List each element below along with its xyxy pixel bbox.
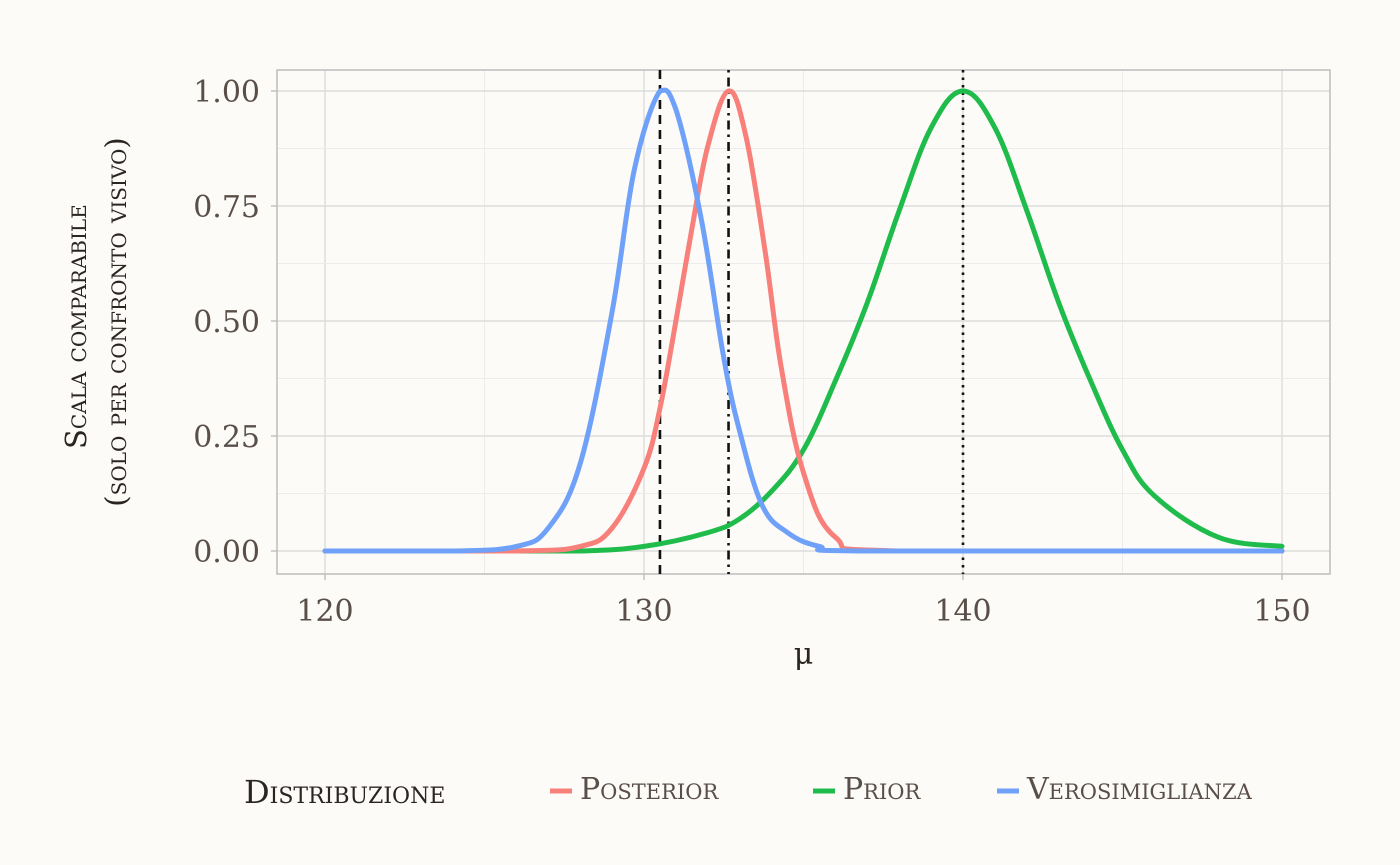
y-tick-label: 0.75 bbox=[193, 190, 260, 225]
tick-labels: 120 130 140 150 0.00 0.25 0.50 0.75 1.00 bbox=[193, 75, 1310, 629]
y-tick-label: 0.00 bbox=[193, 535, 260, 570]
legend-items: Posterior Prior Verosimiglianza bbox=[550, 772, 1253, 807]
series-line-verosimiglianza bbox=[322, 87, 1285, 554]
x-tick-label: 120 bbox=[296, 594, 353, 629]
y-axis-title-line-2: (solo per confronto visivo) bbox=[99, 137, 133, 506]
y-tick-label: 1.00 bbox=[193, 75, 260, 110]
legend-title: Distribuzione bbox=[244, 773, 445, 811]
series-line-prior bbox=[322, 88, 1285, 554]
x-tick-label: 130 bbox=[615, 594, 672, 629]
series-lines bbox=[322, 87, 1285, 554]
y-tick-label: 0.50 bbox=[193, 305, 260, 340]
legend-label-posterior: Posterior bbox=[580, 772, 719, 807]
x-axis-title: μ bbox=[794, 637, 814, 672]
y-tick-label: 0.25 bbox=[193, 420, 260, 455]
panel-border bbox=[276, 69, 1331, 575]
legend: Distribuzione Posterior Prior Verosimiglia… bbox=[244, 772, 1253, 811]
grid bbox=[277, 70, 1330, 574]
reference-lines bbox=[658, 70, 965, 574]
legend-label-verosimiglianza: Verosimiglianza bbox=[1026, 772, 1253, 807]
series-line-posterior bbox=[322, 88, 1285, 554]
x-tick-label: 150 bbox=[1253, 594, 1310, 629]
x-tick-label: 140 bbox=[934, 594, 991, 629]
y-axis-title-line-1: Scala comparabile bbox=[59, 204, 93, 449]
legend-label-prior: Prior bbox=[843, 772, 922, 807]
y-axis-title: Scala comparabile (solo per confronto vi… bbox=[59, 137, 133, 506]
